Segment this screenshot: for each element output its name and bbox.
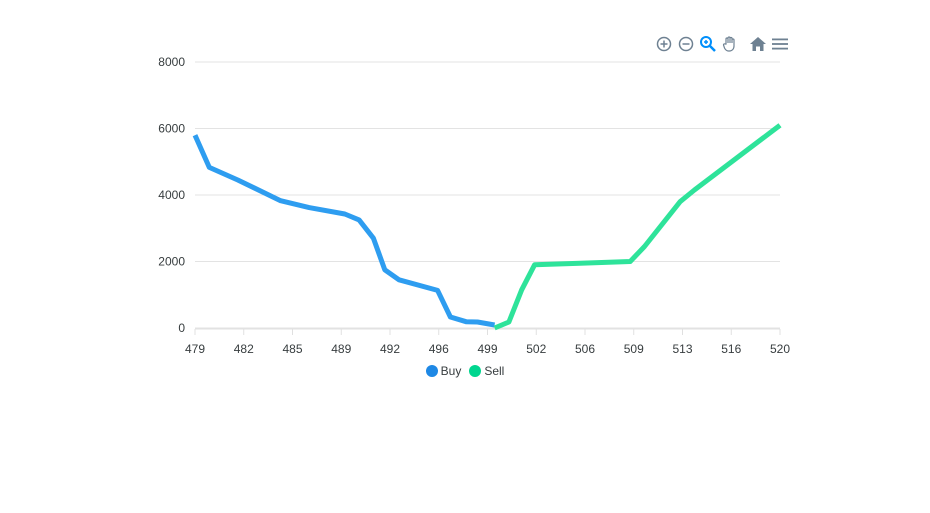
y-tick-label-0: 0 [178,321,185,335]
zoom-out-icon[interactable] [677,35,695,53]
chart-legend: Buy Sell [0,364,930,378]
chart-toolbar [655,35,789,53]
x-tick-label-502: 502 [526,342,546,356]
pan-hand-icon[interactable] [721,35,739,53]
y-tick-label-6000: 6000 [158,122,185,136]
legend-label-sell: Sell [484,364,505,378]
series-line-buy [192,134,496,328]
zoom-select-icon[interactable] [699,35,717,53]
y-tick-label-8000: 8000 [158,55,185,69]
zoom-in-icon[interactable] [655,35,673,53]
series-lines [192,123,782,331]
x-tick-label-496: 496 [429,342,449,356]
x-tick-label-513: 513 [672,342,692,356]
x-tick-label-489: 489 [331,342,351,356]
legend-item-buy[interactable]: Buy [425,364,462,378]
x-tick-label-479: 479 [185,342,205,356]
x-tick-label-492: 492 [380,342,400,356]
y-tick-label-4000: 4000 [158,188,185,202]
x-tick-label-520: 520 [770,342,790,356]
legend-marker-buy [425,365,438,377]
axes: 0 2000 4000 6000 8000 479 482 485 489 492 496 499 50… [158,55,790,356]
home-reset-icon[interactable] [749,35,767,53]
x-tick-label-516: 516 [721,342,741,356]
series-line-sell [493,123,782,331]
x-tick-label-485: 485 [282,342,302,356]
menu-icon[interactable] [771,35,789,53]
x-tick-label-506: 506 [575,342,595,356]
legend-item-sell[interactable]: Sell [469,364,504,378]
grid-lines [195,61,780,329]
x-tick-label-509: 509 [624,342,644,356]
x-tick-label-482: 482 [234,342,254,356]
legend-label-buy: Buy [440,364,462,378]
y-tick-label-2000: 2000 [158,255,185,269]
legend-marker-sell [469,365,482,377]
x-tick-label-499: 499 [477,342,497,356]
